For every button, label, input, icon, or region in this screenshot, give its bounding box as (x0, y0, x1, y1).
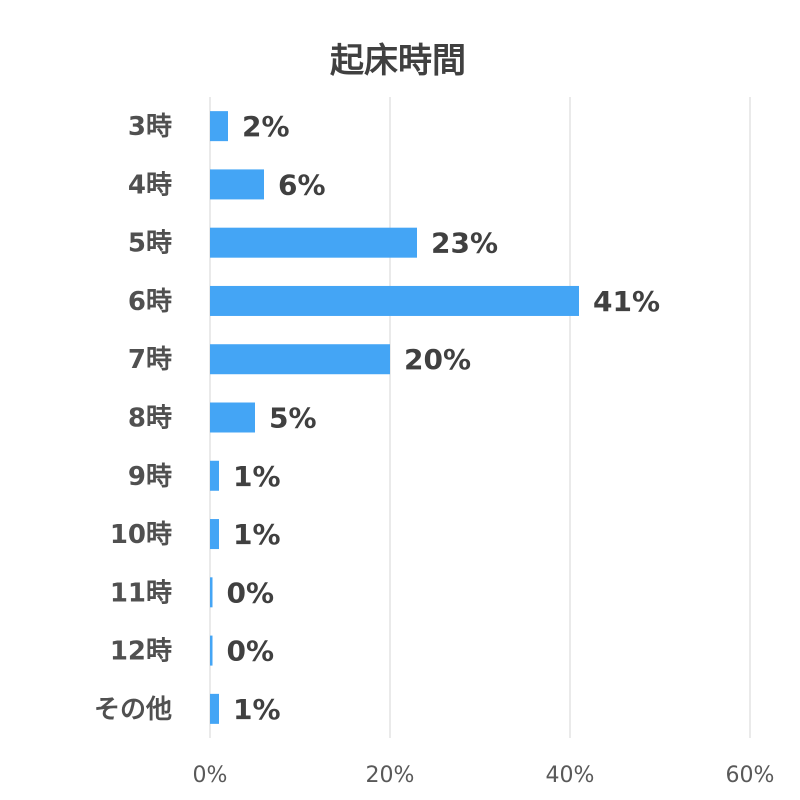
data-label: 0% (227, 576, 275, 609)
data-label: 5% (269, 402, 317, 435)
category-label: 9時 (128, 462, 172, 492)
data-label: 1% (233, 693, 281, 726)
data-label: 23% (431, 227, 498, 260)
data-label: 6% (278, 168, 326, 201)
data-label: 1% (233, 460, 281, 493)
category-label: 7時 (128, 345, 172, 375)
category-label: 12時 (110, 637, 172, 667)
bars (210, 111, 579, 724)
category-label: 5時 (128, 229, 172, 259)
bar (210, 402, 255, 433)
data-label: 41% (593, 285, 660, 318)
x-tick-label: 0% (193, 763, 228, 788)
x-tick-label: 60% (726, 763, 775, 788)
bar (210, 111, 228, 142)
category-label: 4時 (128, 170, 172, 200)
x-tick-label: 20% (366, 763, 415, 788)
bar (210, 344, 390, 375)
data-label: 1% (233, 518, 281, 551)
data-label: 20% (404, 343, 471, 376)
bar (210, 693, 219, 724)
bar (210, 635, 213, 666)
category-label: 3時 (128, 112, 172, 142)
category-label: 6時 (128, 287, 172, 317)
data-label: 2% (242, 110, 290, 143)
x-axis-ticks: 0% 20% 40% 60% (193, 763, 775, 788)
category-label: 10時 (110, 520, 172, 550)
category-label: 11時 (110, 578, 172, 608)
bar (210, 227, 417, 258)
bar (210, 519, 219, 550)
value-labels: 2% 6% 23% 41% 20% 5% 1% 1% 0% 0% 1% (227, 110, 661, 726)
category-label: 8時 (128, 404, 172, 434)
category-label: その他 (94, 695, 172, 725)
data-label: 0% (227, 635, 275, 668)
chart-title: 起床時間 (330, 41, 466, 81)
bar (210, 577, 213, 608)
bar (210, 460, 219, 491)
bar (210, 285, 579, 316)
x-tick-label: 40% (546, 763, 595, 788)
bar (210, 169, 264, 200)
